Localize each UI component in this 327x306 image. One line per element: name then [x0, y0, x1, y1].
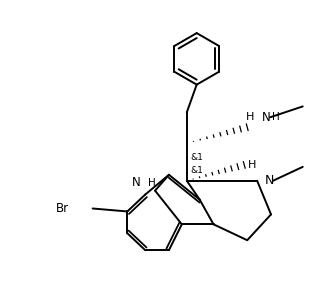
- Text: N: N: [265, 174, 274, 187]
- Text: H: H: [246, 112, 254, 122]
- Text: H: H: [148, 178, 156, 188]
- Text: N: N: [131, 176, 140, 189]
- Text: &1: &1: [191, 166, 204, 175]
- Text: H: H: [248, 160, 257, 170]
- Text: N: N: [262, 111, 271, 124]
- Text: H: H: [272, 112, 280, 122]
- Text: &1: &1: [191, 153, 204, 162]
- Text: Br: Br: [56, 202, 69, 215]
